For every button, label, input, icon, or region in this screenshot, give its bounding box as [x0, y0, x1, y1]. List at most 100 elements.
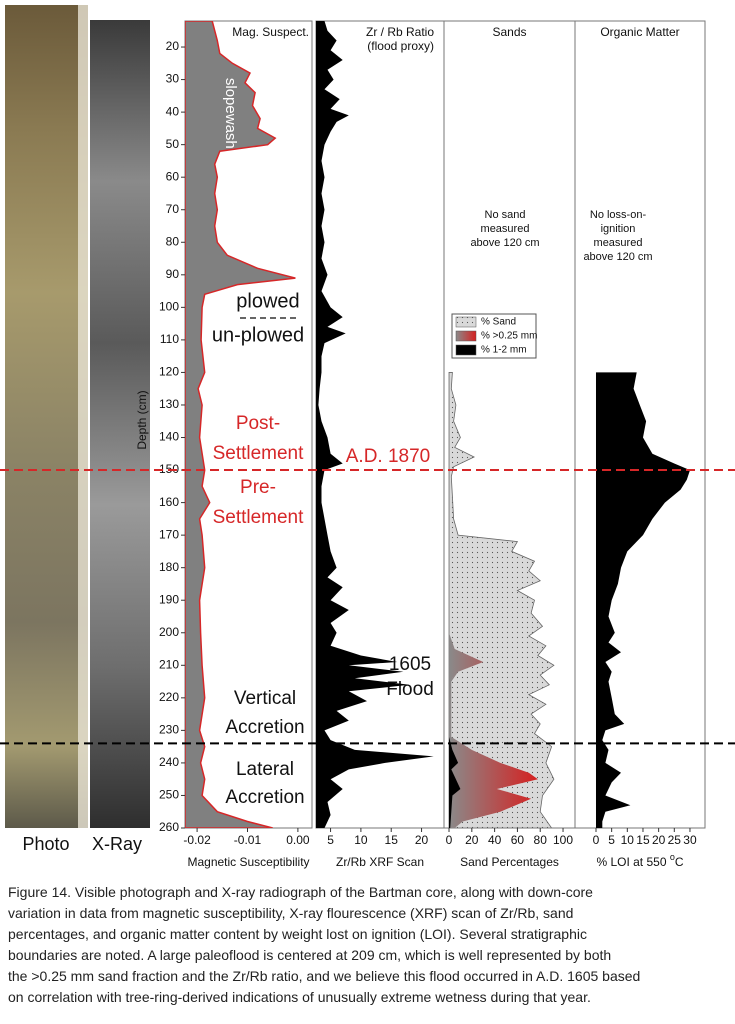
x-axis-label-part: % LOI at 550 [596, 855, 669, 869]
annotation: Settlement [213, 507, 305, 528]
x-tick-label: 5 [327, 833, 334, 847]
y-tick-label: 230 [159, 723, 179, 737]
x-tick-label: 15 [385, 833, 399, 847]
y-tick-label: 110 [160, 332, 179, 346]
legend-swatch [455, 316, 477, 328]
annotation: plowed [236, 290, 299, 312]
legend-label: % >0.25 mm [481, 331, 537, 342]
x-axis-label-part: o [670, 852, 675, 862]
area [316, 21, 434, 828]
x-tick-label: 25 [668, 833, 682, 847]
caption-line: percentages, and organic matter content … [8, 926, 587, 942]
annotation: Vertical [234, 688, 296, 709]
ruler [78, 5, 88, 828]
x-axis-label-part: C [675, 855, 684, 869]
y-tick-label: 130 [159, 397, 179, 411]
area [449, 372, 538, 828]
legend-swatch [455, 330, 477, 342]
x-axis-label: Sand Percentages [460, 855, 559, 869]
annotation: 1605 [389, 654, 431, 675]
area [449, 372, 461, 828]
panel-title: Organic Matter [600, 25, 679, 39]
caption: Figure 14. Visible photograph and X-ray … [8, 882, 733, 1008]
y-tick-label: 190 [159, 592, 179, 606]
panel-title: (flood proxy) [367, 39, 434, 53]
x-tick-label: 20 [465, 833, 479, 847]
legend-swatch [455, 344, 477, 356]
panel-title: Sands [492, 25, 526, 39]
annotation: un-plowed [212, 324, 304, 346]
note: above 120 cm [470, 237, 539, 249]
area [185, 21, 296, 828]
x-tick-label: 60 [511, 833, 525, 847]
note: above 120 cm [583, 251, 652, 263]
x-tick-label: 5 [608, 833, 615, 847]
x-axis-label: % LOI at 550 oC [596, 852, 683, 869]
figure: Photo X-Ray Mag. Suspect. -0.02 -0.01 0.00 Mag… [0, 5, 735, 869]
legend-label: % Sand [481, 317, 516, 328]
x-tick-label: 20 [415, 833, 429, 847]
x-axis-label: Magnetic Susceptibility [187, 855, 309, 869]
caption-line: variation in data from magnetic suscepti… [8, 905, 574, 921]
caption-line: Figure 14. Visible photograph and X-ray … [8, 884, 593, 900]
annotation: Flood [386, 679, 434, 700]
x-tick-label: -0.02 [183, 833, 211, 847]
image-label: Photo [22, 834, 69, 854]
core-photo [5, 5, 88, 828]
y-tick-label: 250 [159, 788, 179, 802]
y-tick-label: 210 [159, 657, 179, 671]
y-tick-label: 80 [166, 234, 180, 248]
panel-frame [574, 20, 706, 829]
caption-line: on correlation with tree-ring-derived in… [8, 989, 591, 1005]
legend-label: % 1-2 mm [481, 345, 527, 356]
annotation: Accretion [225, 787, 304, 808]
caption-line: boundaries are noted. A large paleoflood… [8, 947, 612, 963]
y-tick-label: 70 [166, 202, 180, 216]
annotation: Accretion [225, 717, 304, 738]
note: measured [594, 237, 643, 249]
y-tick-label: 160 [159, 495, 179, 509]
note: measured [481, 223, 530, 235]
x-tick-label: 15 [636, 833, 650, 847]
y-tick-label: 180 [159, 560, 179, 574]
x-tick-label: 0.00 [286, 833, 310, 847]
y-tick-label: 220 [159, 690, 179, 704]
y-axis-label: Depth (cm) [135, 390, 149, 449]
x-tick-label: 10 [621, 833, 635, 847]
panel-title: Zr / Rb Ratio [366, 25, 434, 39]
x-tick-label: 30 [683, 833, 697, 847]
y-tick-label: 50 [166, 137, 180, 151]
annotation: Lateral [236, 759, 294, 780]
area [595, 372, 690, 828]
x-tick-label: 20 [652, 833, 666, 847]
annotation: slopewash derived [222, 78, 239, 202]
y-tick-label: 170 [159, 527, 179, 541]
y-tick-label: 90 [166, 267, 180, 281]
image-label: X-Ray [92, 834, 142, 854]
y-tick-label: 120 [159, 365, 179, 379]
x-tick-label: 80 [534, 833, 548, 847]
core-xray [90, 20, 150, 828]
y-tick-label: 100 [159, 300, 179, 314]
annotation: Pre- [240, 477, 276, 498]
x-tick-label: 10 [354, 833, 368, 847]
annotation: A.D. 1870 [346, 446, 431, 467]
y-tick-label: 260 [159, 820, 179, 834]
y-tick-label: 240 [159, 755, 179, 769]
x-tick-label: 0 [446, 833, 453, 847]
note: No loss-on- [590, 209, 647, 221]
x-tick-label: 0 [593, 833, 600, 847]
x-axis-label: Zr/Rb XRF Scan [336, 855, 424, 869]
annotation: Post- [236, 413, 280, 434]
caption-line: the >0.25 mm sand fraction and the Zr/Rb… [8, 968, 641, 984]
y-tick-label: 40 [166, 104, 180, 118]
x-tick-label: 40 [488, 833, 502, 847]
note: No sand [485, 209, 526, 221]
y-tick-label: 20 [166, 39, 180, 53]
y-tick-label: 30 [166, 72, 180, 86]
y-tick-label: 140 [159, 430, 179, 444]
y-tick-label: 60 [166, 169, 180, 183]
area [448, 371, 555, 828]
x-tick-label: 100 [553, 833, 573, 847]
